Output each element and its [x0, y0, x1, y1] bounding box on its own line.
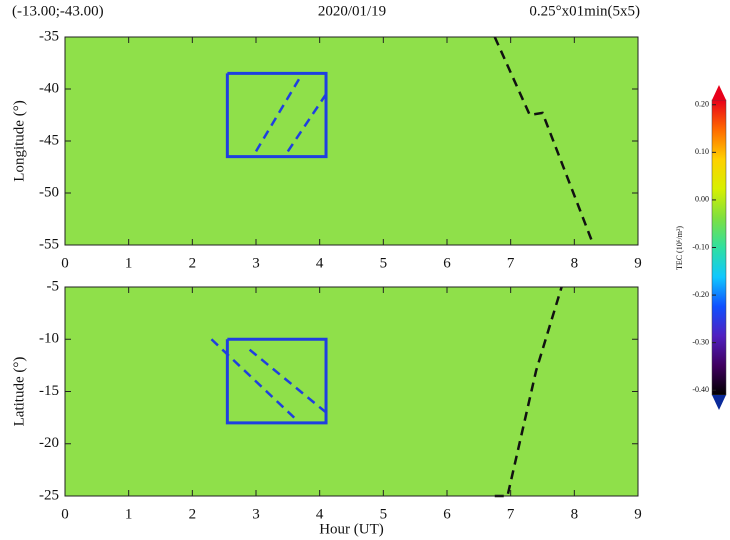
colorbar-tick-label: -0.40: [692, 385, 709, 394]
y-tick-label: -15: [39, 383, 59, 399]
y-tick-label: -55: [39, 236, 59, 252]
colorbar-tick-label: -0.10: [692, 242, 709, 251]
y-axis-label: Latitude (°): [11, 357, 27, 427]
x-tick-label: 4: [316, 506, 324, 522]
x-tick-label: 2: [189, 255, 197, 271]
x-tick-label: 0: [61, 255, 69, 271]
colorbar-label: TEC (10⁶/m²): [675, 226, 684, 270]
colorbar-tick-label: 0.10: [695, 147, 709, 156]
plot-area: [65, 37, 638, 245]
colorbar-bottom-arrow: [712, 395, 726, 410]
plot-area: [65, 287, 638, 496]
colorbar-tick-label: 0.20: [695, 100, 709, 109]
overlay-line: [210, 338, 296, 419]
x-tick-label: 5: [380, 506, 388, 522]
y-tick-label: -45: [39, 132, 59, 148]
x-tick-label: 0: [61, 506, 69, 522]
colorbar-tick-label: 0.00: [695, 195, 709, 204]
x-tick-label: 1: [125, 506, 133, 522]
y-tick-label: -35: [39, 28, 59, 44]
x-tick-label: 3: [252, 255, 260, 271]
x-tick-label: 6: [443, 255, 451, 271]
header-left: (-13.00;-43.00): [12, 3, 104, 19]
x-tick-label: 9: [634, 506, 642, 522]
x-tick-label: 8: [571, 255, 579, 271]
y-tick-label: -10: [39, 331, 59, 347]
x-tick-label: 7: [507, 506, 515, 522]
x-tick-label: 7: [507, 255, 515, 271]
x-tick-label: 4: [316, 255, 324, 271]
overlay-line: [493, 36, 595, 246]
x-tick-label: 2: [189, 506, 197, 522]
y-axis-label: Longitude (°): [11, 100, 27, 181]
x-tick-label: 1: [125, 255, 133, 271]
colorbar-tick-label: -0.30: [692, 337, 709, 346]
x-tick-label: 8: [571, 506, 579, 522]
colorbar-tick-label: -0.20: [692, 290, 709, 299]
colorbar-top-arrow: [712, 85, 726, 100]
y-tick-label: -25: [39, 487, 59, 503]
x-axis-label: Hour (UT): [319, 521, 384, 537]
overlay-line: [286, 93, 328, 153]
y-tick-label: -50: [39, 184, 59, 200]
x-tick-label: 5: [380, 255, 388, 271]
x-tick-label: 6: [443, 506, 451, 522]
overlay-line: [225, 71, 328, 159]
x-tick-label: 3: [252, 506, 260, 522]
y-tick-label: -40: [39, 80, 59, 96]
x-tick-label: 9: [634, 255, 642, 271]
header-title: 2020/01/19: [318, 3, 386, 19]
header-right: 0.25°x01min(5x5): [529, 3, 640, 19]
y-tick-label: -5: [47, 278, 60, 294]
overlay-line: [225, 337, 328, 425]
overlay-line: [248, 348, 327, 414]
y-tick-label: -20: [39, 435, 59, 451]
